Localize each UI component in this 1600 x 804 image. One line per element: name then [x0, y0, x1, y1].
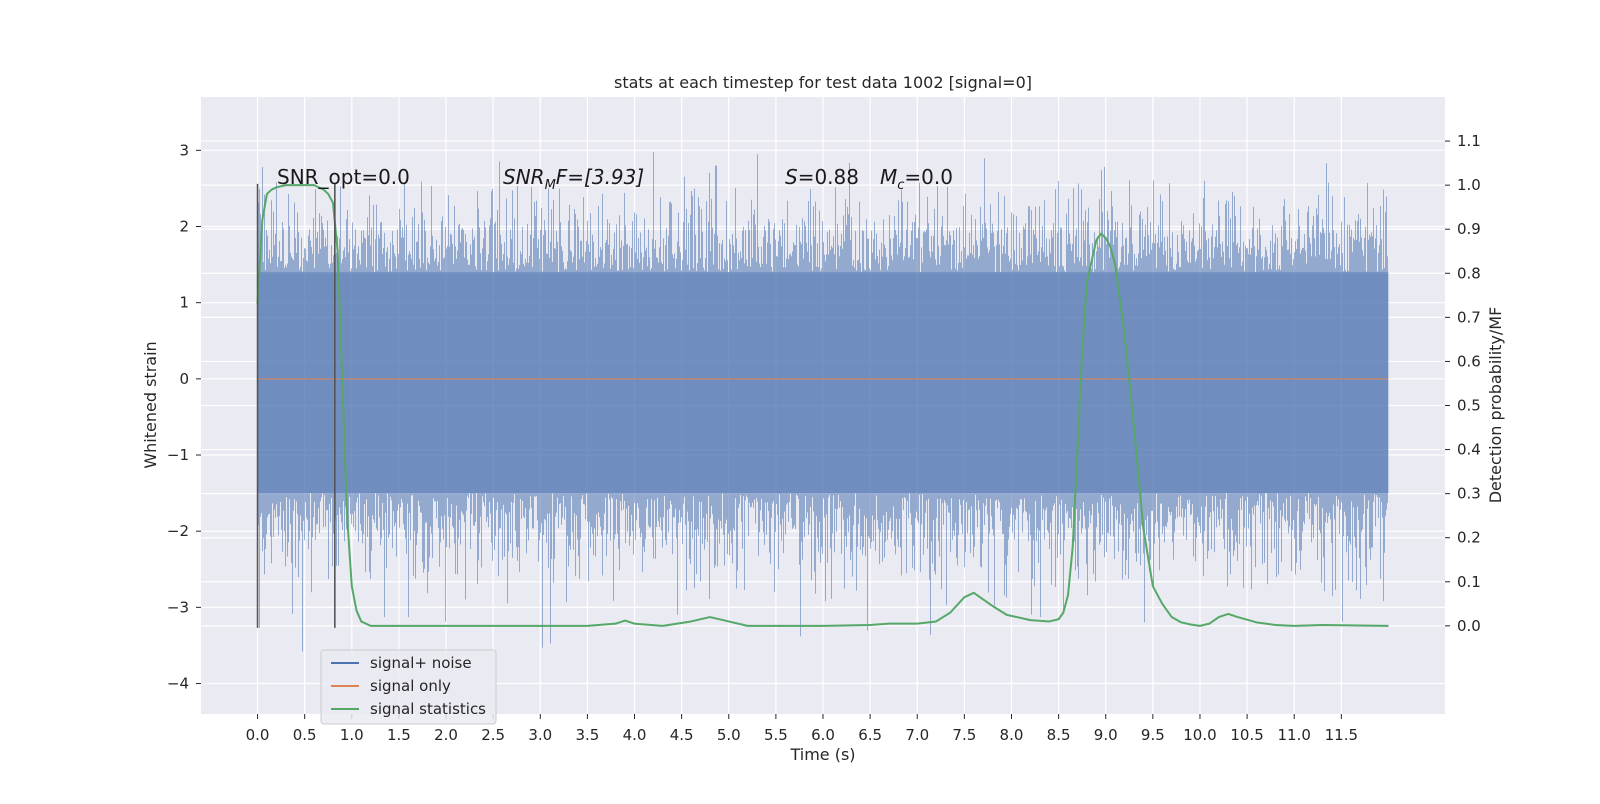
x-tick-label: 1.5: [387, 726, 411, 744]
x-tick-label: 7.5: [952, 726, 976, 744]
vertical-markers: [256, 183, 336, 628]
x-tick-label: 6.5: [858, 726, 882, 744]
x-tick-label: 10.5: [1230, 726, 1263, 744]
y-right-tick-label: 0.9: [1457, 220, 1481, 238]
y-left-tick-label: −4: [167, 675, 189, 693]
annotation-snr-opt: SNR_opt=0.0: [277, 165, 410, 189]
y-left-tick-label: 0: [179, 370, 189, 388]
x-tick-label: 8.0: [1000, 726, 1024, 744]
y-right-axis-label: Detection probability/MF: [1486, 307, 1505, 504]
legend-box: [320, 649, 497, 725]
x-tick-label: 0.0: [246, 726, 270, 744]
y-right-tick-label: 1.1: [1457, 132, 1481, 150]
x-axis-label: Time (s): [789, 745, 855, 764]
y-right-tick-label: 0.4: [1457, 441, 1481, 459]
x-tick-label: 2.0: [434, 726, 458, 744]
x-ticks: 0.0 0.5 1.0 1.5 2.0 2.5 3.0 3.5 4.0 4.5 5.0 5.5 6.0 6…: [246, 714, 1358, 744]
y-right-tick-label: 0.3: [1457, 485, 1481, 503]
y-left-tick-label: −1: [167, 446, 189, 464]
y-right-tick-label: 0.7: [1457, 308, 1481, 326]
x-tick-label: 1.0: [340, 726, 364, 744]
x-tick-label: 9.0: [1094, 726, 1118, 744]
x-tick-label: 4.5: [670, 726, 694, 744]
annotation-s: S=0.88: [785, 165, 859, 189]
x-tick-label: 3.0: [528, 726, 552, 744]
x-tick-label: 11.5: [1325, 726, 1358, 744]
x-tick-label: 11.0: [1278, 726, 1311, 744]
y-left-tick-label: 1: [179, 294, 189, 312]
x-tick-label: 0.5: [293, 726, 317, 744]
x-tick-label: 5.0: [717, 726, 741, 744]
y-right-ticks: 1.1 1.0 0.9 0.8 0.7 0.6 0.5 0.4 0.3 0.2 0.1 0.0: [1445, 132, 1481, 635]
x-tick-label: 4.0: [623, 726, 647, 744]
y-left-tick-label: 2: [179, 217, 189, 235]
legend-label-signal-noise: signal+ noise: [370, 654, 472, 672]
x-tick-label: 5.5: [764, 726, 788, 744]
x-tick-label: 6.0: [811, 726, 835, 744]
y-right-tick-label: 0.1: [1457, 573, 1481, 591]
annotation-mc: Mc=0.0: [880, 165, 953, 193]
x-tick-label: 3.5: [575, 726, 599, 744]
y-left-tick-label: 3: [179, 141, 189, 159]
y-left-tick-label: −2: [167, 522, 189, 540]
legend-label-signal-only: signal only: [370, 677, 451, 695]
y-right-tick-label: 0.2: [1457, 529, 1481, 547]
legend: signal+ noise signal only signal statist…: [320, 649, 497, 725]
x-tick-label: 10.0: [1183, 726, 1216, 744]
y-left-axis-label: Whitened strain: [141, 341, 160, 468]
y-right-tick-label: 0.0: [1457, 617, 1481, 635]
annotation-snr-mf: SNRMF=[3.93]: [503, 165, 644, 193]
x-tick-label: 8.5: [1047, 726, 1071, 744]
legend-label-signal-statistics: signal statistics: [370, 700, 486, 718]
y-right-tick-label: 0.5: [1457, 397, 1481, 415]
noise-series: [257, 152, 1389, 652]
y-right-tick-label: 0.8: [1457, 264, 1481, 282]
y-right-tick-label: 0.6: [1457, 352, 1481, 370]
annotations: SNR_opt=0.0 SNRMF=[3.93] S=0.88 Mc=0.0: [277, 165, 953, 193]
y-left-tick-label: −3: [167, 598, 189, 616]
y-right-tick-label: 1.0: [1457, 176, 1481, 194]
y-left-ticks: 3 2 1 0 −1 −2 −3 −4: [167, 141, 201, 693]
chart-title: stats at each timestep for test data 100…: [614, 73, 1032, 92]
x-tick-label: 9.5: [1141, 726, 1165, 744]
x-tick-label: 7.0: [905, 726, 929, 744]
x-tick-label: 2.5: [481, 726, 505, 744]
